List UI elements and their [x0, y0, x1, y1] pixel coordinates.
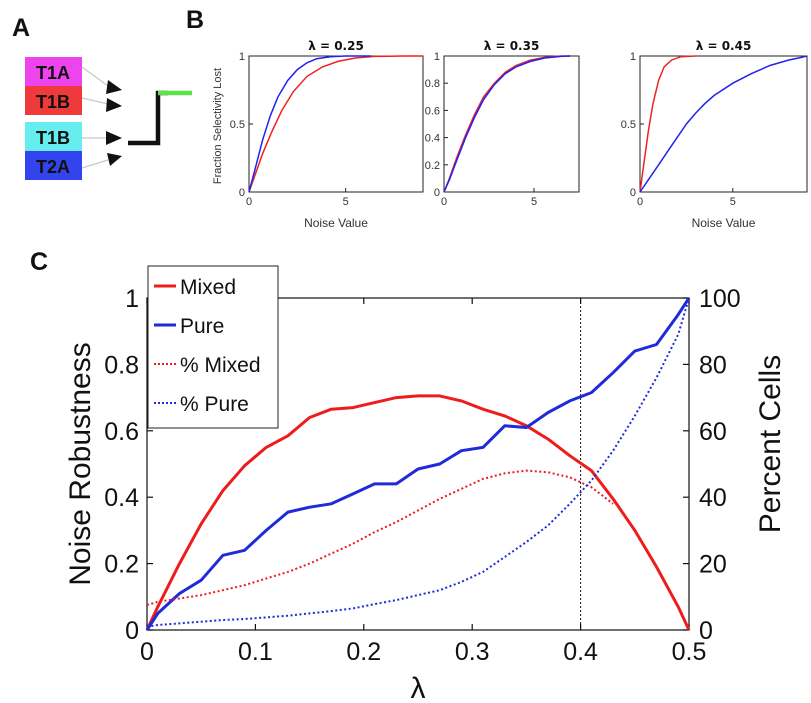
- c-legend-box: [147, 265, 279, 429]
- c-y2label: Percent Cells: [754, 355, 787, 533]
- c-series-line-mixed: [145, 394, 691, 631]
- c-ytick-label: 0: [125, 617, 139, 645]
- panel-c-noise-robustness-chart: 0 0.1 0.2 0.3 0.4 0.500.20.40.60.810204060801…: [64, 265, 787, 703]
- b1-ytick-label: 0: [239, 187, 245, 199]
- b2-ytick-label: 0: [434, 187, 440, 199]
- input-box-t1b-cyan-label: T1B: [36, 128, 70, 148]
- arrowhead-1: [106, 80, 122, 94]
- arrowhead-2: [106, 98, 122, 112]
- input-box-t1a: [25, 57, 82, 86]
- b3-axes-box: [639, 55, 808, 193]
- b2-ytick-label: 0.2: [425, 160, 440, 172]
- c-ytick-label: 0.2: [104, 551, 139, 579]
- c-xtick-label: 0.4: [563, 638, 598, 666]
- neuron-step-icon: [128, 90, 168, 146]
- b3-title: λ = 0.45: [696, 39, 752, 53]
- c-legend-label: % Pure: [180, 393, 249, 416]
- b1-title: λ = 0.25: [308, 39, 364, 53]
- b3-ytick-label: 1: [630, 51, 636, 63]
- input-box-t2a: [25, 151, 82, 180]
- b3-ytick-label: 0.5: [621, 119, 636, 131]
- c-series-line-pure: [145, 297, 691, 631]
- arrowhead-3: [106, 131, 122, 145]
- b3-xtick-label: 5: [730, 196, 736, 208]
- b3-series-line-2: [639, 55, 808, 193]
- input-box-t1b-red: [25, 86, 82, 115]
- b1-ytick-label: 0.5: [230, 119, 245, 131]
- c-xtick-label: 0.5: [672, 638, 707, 666]
- panel-label-b: B: [186, 6, 204, 34]
- input-box-t2a-label: T2A: [36, 157, 70, 177]
- panel-label-a: A: [12, 14, 30, 42]
- input-box-t1a-label: T1A: [36, 63, 70, 83]
- c-series-line-pure: [146, 297, 690, 628]
- c-series-line-mixed: [146, 469, 614, 607]
- input-box-t1b-red-label: T1B: [36, 92, 70, 112]
- input-line-1: [81, 66, 109, 87]
- c-y2tick-label: 20: [699, 551, 727, 579]
- panel-label-c: C: [30, 248, 48, 276]
- c-y2tick-label: 0: [699, 617, 713, 645]
- c-ytick-label: 0.6: [104, 418, 139, 446]
- c-xtick-label: 0: [140, 638, 154, 666]
- b2-ytick-label: 0.6: [425, 105, 440, 117]
- panel-b-cdf-plots: λ = 0.25 0 5 0 0.5 1 Noise Value λ = 0.35 0 5 0 0.2…: [212, 39, 808, 230]
- c-y2tick-label: 100: [699, 285, 741, 313]
- b3-ytick-label: 0: [630, 187, 636, 199]
- c-y2tick-label: 40: [699, 484, 727, 512]
- b2-xtick-label: 0: [441, 196, 447, 208]
- b2-ytick-label: 0.8: [425, 78, 440, 90]
- b3-series-line-1: [639, 55, 696, 193]
- c-ytick-label: 1: [125, 285, 139, 313]
- input-line-2: [81, 97, 109, 105]
- panel-a-schematic: T1A T1B T1B T2A: [25, 57, 192, 180]
- b3-xtick-label: 0: [637, 196, 643, 208]
- input-line-4: [81, 159, 109, 169]
- b2-series-line-1: [443, 55, 570, 193]
- c-xtick-label: 0.3: [455, 638, 490, 666]
- c-xtick-label: 0.1: [238, 638, 273, 666]
- c-ylabel: Noise Robustness: [64, 342, 97, 585]
- c-legend-label: % Mixed: [180, 354, 261, 377]
- c-axes-box: [146, 297, 690, 631]
- c-ytick-label: 0.8: [104, 351, 139, 379]
- b2-ytick-label: 1: [434, 51, 440, 63]
- b-ylabel: Fraction Selectivity Lost: [212, 68, 224, 184]
- b1-xtick-label: 5: [343, 196, 349, 208]
- b2-ytick-label: 0.4: [425, 133, 440, 145]
- b2-series-line-2: [443, 55, 571, 193]
- b2-axes-box: [443, 55, 580, 193]
- b1-ytick-label: 1: [239, 51, 245, 63]
- b2-xtick-label: 5: [531, 196, 537, 208]
- input-box-t1b-cyan: [25, 122, 82, 151]
- b1-series-line-1: [248, 55, 423, 193]
- b2-title: λ = 0.35: [484, 39, 540, 53]
- c-xlabel: λ: [411, 672, 426, 703]
- b3-xlabel: Noise Value: [692, 216, 756, 230]
- c-ytick-label: 0.4: [104, 484, 139, 512]
- b1-series-line-2: [248, 55, 371, 193]
- b1-xlabel: Noise Value: [304, 216, 368, 230]
- arrowhead-4: [107, 153, 122, 166]
- c-y2tick-label: 80: [699, 351, 727, 379]
- c-legend-label: Pure: [180, 315, 224, 338]
- c-y2tick-label: 60: [699, 418, 727, 446]
- c-legend-label: Mixed: [180, 276, 236, 299]
- c-xtick-label: 0.2: [346, 638, 381, 666]
- b1-xtick-label: 0: [246, 196, 252, 208]
